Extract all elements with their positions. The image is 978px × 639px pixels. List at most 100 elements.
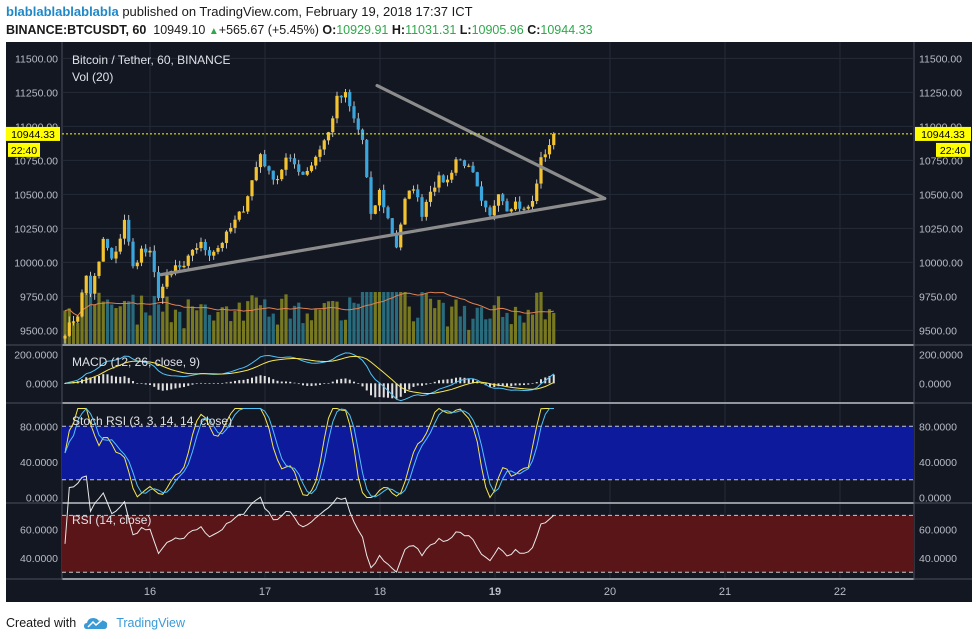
price-pane-title: Bitcoin / Tether, 60, BINANCE <box>72 53 231 67</box>
macd-histogram-bar <box>106 374 109 384</box>
macd-histogram-bar <box>353 381 355 384</box>
price-tick-label-right: 10000.00 <box>919 257 963 269</box>
candle-body <box>543 154 547 158</box>
volume-bar <box>246 301 250 344</box>
x-tick-label: 20 <box>604 586 616 598</box>
candle-body <box>411 189 416 191</box>
volume-bar <box>543 319 547 344</box>
volume-bar <box>411 321 416 344</box>
candle-body <box>314 156 318 166</box>
candle-body <box>241 211 246 213</box>
candle-body <box>390 218 394 234</box>
candle <box>224 230 229 249</box>
price-tick-label-right: 11250.00 <box>919 87 962 99</box>
candle <box>403 197 407 225</box>
low-label: L: <box>459 23 472 37</box>
macd-histogram-bar <box>200 382 202 384</box>
macd-histogram-bar <box>191 383 194 385</box>
macd-histogram-bar <box>115 376 117 384</box>
candle-body <box>263 154 267 167</box>
volume-bar <box>382 292 386 344</box>
macd-histogram-bar <box>204 383 207 384</box>
macd-histogram-bar <box>144 383 147 385</box>
open-value: 10929.91 <box>336 23 389 37</box>
macd-histogram-bar <box>93 376 96 384</box>
chart-canvas[interactable]: 16 17 18 19 20 21 22 11500.00 11500.00 11250.00 11… <box>6 42 972 602</box>
volume-bar <box>144 312 148 344</box>
volume-bar <box>237 302 241 344</box>
macd-tick-label-right: 200.0000 <box>919 350 963 362</box>
candle-body <box>216 247 220 252</box>
macd-histogram-bar <box>263 375 266 384</box>
candle <box>309 161 314 173</box>
volume-bar <box>322 303 326 344</box>
macd-histogram-bar <box>280 381 283 384</box>
volume-bar <box>275 324 280 344</box>
low-value: 10905.96 <box>471 23 524 37</box>
candle-body <box>237 211 241 220</box>
volume-bar <box>182 328 186 344</box>
macd-histogram-bar <box>357 383 360 385</box>
macd-histogram-bar <box>238 380 241 384</box>
macd-histogram-bar <box>472 379 474 384</box>
candle-body <box>441 175 445 183</box>
candle <box>263 149 267 168</box>
candle <box>93 273 97 300</box>
macd-histogram-bar <box>259 375 262 384</box>
volume-bar <box>326 301 331 344</box>
macd-histogram-bar <box>463 377 466 384</box>
candle-body <box>212 251 216 256</box>
price-tick-label-left: 11500.00 <box>15 53 58 65</box>
candle <box>161 283 165 304</box>
volume-bar <box>258 305 263 344</box>
candle-body <box>246 196 250 212</box>
volume-bar <box>352 302 356 344</box>
volume-bar <box>148 315 152 344</box>
candle <box>479 181 484 207</box>
candle-body <box>428 191 433 202</box>
volume-bar <box>420 292 424 344</box>
macd-histogram-bar <box>229 381 232 384</box>
macd-histogram-bar <box>378 383 381 398</box>
candle <box>356 112 360 135</box>
volume-bar <box>335 301 339 344</box>
volume-bar <box>407 306 411 344</box>
candle <box>416 184 420 202</box>
volume-bar <box>131 294 135 344</box>
candle-body <box>322 140 326 150</box>
time-label-left-bg <box>8 142 40 157</box>
candle-body <box>539 157 543 184</box>
candle <box>101 236 105 262</box>
candle <box>526 204 530 211</box>
tradingview-brand[interactable]: TradingView <box>116 616 185 630</box>
candle-body <box>356 118 360 130</box>
candle-body <box>101 238 105 262</box>
volume-bar <box>518 315 522 344</box>
macd-histogram-bar <box>510 383 513 387</box>
author-link[interactable]: blablablablablabla <box>6 4 119 19</box>
candle <box>284 153 288 176</box>
price-tick-label-right: 10500.00 <box>919 189 963 201</box>
candle-body <box>399 224 403 248</box>
x-tick-label: 22 <box>834 586 846 598</box>
rsi-tick-label-right: 60.0000 <box>919 525 957 537</box>
candle <box>254 161 258 182</box>
volume-bar <box>343 319 348 344</box>
stoch-tick-label-right: 40.0000 <box>919 457 957 469</box>
macd-line <box>64 352 555 402</box>
volume-bar <box>71 320 76 344</box>
macd-histogram-bar <box>127 377 130 384</box>
volume-bar <box>156 304 161 344</box>
candle <box>297 159 301 176</box>
candle-body <box>250 180 254 197</box>
candle-body <box>450 172 454 180</box>
candle <box>207 246 212 262</box>
candle <box>237 210 241 222</box>
candle <box>450 170 454 184</box>
candle <box>114 245 118 264</box>
stoch-tick-label-right: 80.0000 <box>919 421 957 433</box>
candle <box>122 214 127 245</box>
volume-bar <box>488 318 492 344</box>
candle-body <box>416 189 420 198</box>
candle-body <box>233 219 237 228</box>
